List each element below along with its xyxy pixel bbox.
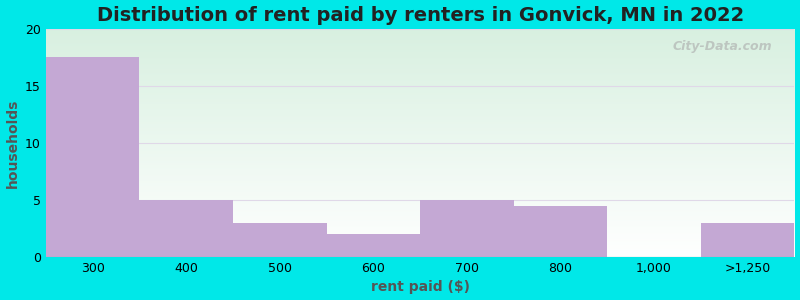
Y-axis label: households: households bbox=[6, 98, 19, 188]
Bar bbox=[233, 223, 326, 257]
Bar bbox=[701, 223, 794, 257]
Bar bbox=[326, 234, 420, 257]
Text: City-Data.com: City-Data.com bbox=[672, 40, 772, 53]
Bar bbox=[420, 200, 514, 257]
Bar bbox=[514, 206, 607, 257]
Title: Distribution of rent paid by renters in Gonvick, MN in 2022: Distribution of rent paid by renters in … bbox=[97, 6, 744, 25]
X-axis label: rent paid ($): rent paid ($) bbox=[370, 280, 470, 294]
Bar bbox=[46, 57, 139, 257]
Bar bbox=[139, 200, 233, 257]
